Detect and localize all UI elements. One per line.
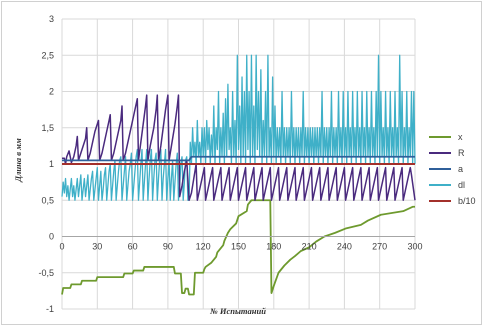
series-line-R [62,94,416,201]
series-line-a [62,155,415,162]
legend-label-x: x [458,132,463,142]
legend-label-R: R [458,148,465,158]
x-tick-label: 30 [92,242,102,252]
y-tick-label: 1,5 [41,123,54,133]
x-tick-label: 270 [372,242,387,252]
x-tick-label: 210 [302,242,317,252]
x-tick-label: 120 [196,242,211,252]
x-axis-title: № Испытаний [209,306,266,316]
x-tick-label: 90 [163,242,173,252]
legend-label-b-10: b/10 [458,196,476,206]
y-tick-label: 0,5 [41,195,54,205]
series-layer [61,54,416,296]
legend-label-a: a [458,164,463,174]
y-tick-label: -0,5 [38,268,54,278]
x-tick-label: 60 [128,242,138,252]
y-tick-label: 2,5 [41,50,54,60]
legend-label-dl: dl [458,180,465,190]
x-tick-label: 240 [337,242,352,252]
legend: xRa dl b/10 [429,132,476,206]
x-tick-label: 300 [407,242,422,252]
y-tick-label: 0 [49,232,54,242]
x-tick-label: 0 [59,242,64,252]
x-tick-label: 180 [266,242,281,252]
series-line-x [61,199,415,296]
y-tick-label: 2 [49,87,54,97]
x-tick-label: 150 [231,242,246,252]
y-tick-label: 3 [49,14,54,24]
y-axis-title: Длина в мм [13,138,23,183]
y-tick-label: -1 [46,304,54,314]
y-tick-label: 1 [49,159,54,169]
axis-layer: -1-0,500,511,522,530 30 60 90 120 150 180 210 24… [38,14,422,314]
